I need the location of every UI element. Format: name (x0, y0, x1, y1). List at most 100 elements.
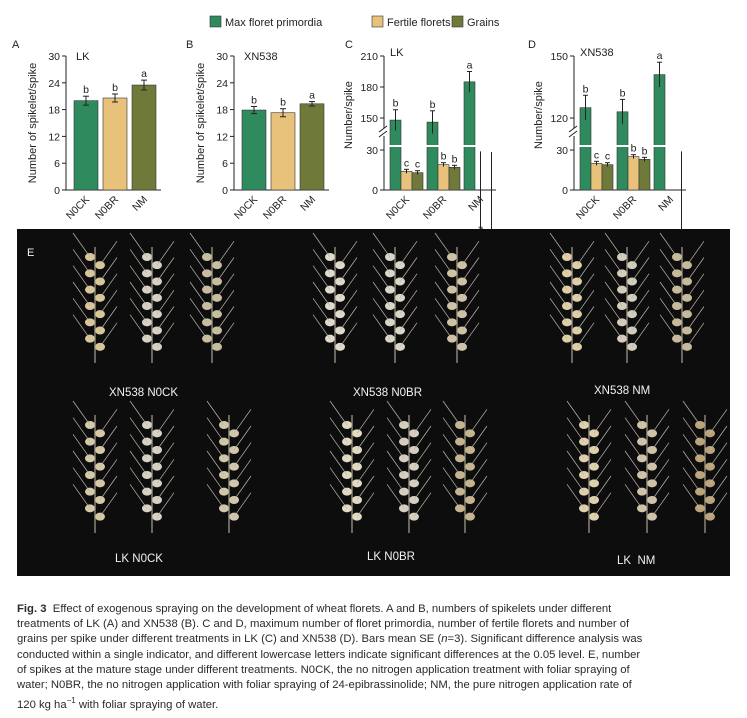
wheat-grain (672, 269, 682, 278)
wheat-awn (99, 459, 118, 484)
y-tick-label-a-3: 18 (48, 105, 60, 117)
wheat-grain (617, 269, 627, 278)
wheat-awn (659, 281, 678, 307)
y-tick-label-a-0: 0 (54, 185, 60, 197)
wheat-grain (572, 342, 582, 351)
wheat-awn (129, 434, 148, 459)
wheat-awn (709, 475, 728, 501)
wheat-awn (386, 450, 405, 476)
wheat-grain (152, 342, 162, 351)
wheat-awn (156, 257, 175, 282)
wheat-awn (576, 289, 595, 315)
wheat-grain (399, 504, 409, 513)
wheat-awn (156, 273, 175, 299)
wheat-grain (395, 342, 405, 351)
photo-label-xn538-n0br: XN538 N0BR (353, 387, 423, 399)
wheat-awn (576, 306, 595, 331)
bar-c-1-1 (437, 164, 450, 191)
caption-text-3a: grains per spike under different treatme… (17, 633, 442, 646)
wheat-awn (593, 425, 612, 451)
wheat-awn (593, 459, 612, 484)
wheat-spike-3 (312, 232, 358, 363)
wheat-awn (549, 314, 568, 339)
wheat-grain (325, 285, 335, 294)
sig-letter-c-2-2: a (489, 226, 495, 230)
wheat-awn (631, 322, 650, 348)
wheat-awn (129, 265, 148, 290)
wheat-spike-16 (624, 400, 670, 533)
wheat-grain (589, 462, 599, 471)
wheat-awn (312, 298, 331, 323)
wheat-awn (651, 459, 670, 484)
wheat-awn (99, 257, 118, 282)
wheat-awn (72, 249, 91, 274)
x-tick-label-b-0: N0CK (232, 194, 260, 222)
wheat-awn (156, 409, 175, 434)
wheat-grain (562, 285, 572, 294)
wheat-awn (129, 298, 148, 323)
axis-break-gap-c (378, 128, 390, 136)
panel-letter-c: C (345, 39, 353, 51)
wheat-grain (457, 342, 467, 351)
wheat-awn (129, 450, 148, 476)
wheat-grain (637, 437, 647, 446)
wheat-awn (329, 434, 348, 459)
wheat-spike-13 (386, 400, 432, 533)
wheat-awn (372, 232, 391, 258)
sig-letter-d-0-2: c (605, 151, 610, 163)
wheat-awn (312, 265, 331, 290)
wheat-awn (206, 400, 225, 426)
wheat-grain (202, 285, 212, 294)
sig-letter-d-2-0: a (657, 50, 663, 62)
wheat-awn (399, 306, 418, 331)
bar-b-2 (299, 103, 325, 191)
wheat-grain (409, 462, 419, 471)
sig-letter-d-0-0: b (583, 83, 589, 95)
wheat-awn (434, 298, 453, 323)
y-label-a: Number of spikelet/spike (27, 63, 39, 183)
wheat-awn (233, 475, 252, 501)
wheat-awn (99, 273, 118, 299)
wheat-awn (442, 467, 461, 492)
wheat-grain (212, 293, 222, 302)
figure-3: Max floret primordia Fertile florets Grain… (12, 15, 730, 576)
x-tick-label-c-2: NM (466, 194, 486, 214)
sig-letter-d-1-2: b (642, 145, 648, 157)
wheat-awn (312, 281, 331, 307)
wheat-awn (549, 249, 568, 274)
wheat-awn (659, 249, 678, 274)
y-tick-label-a-1: 6 (54, 158, 60, 170)
wheat-awn (576, 273, 595, 299)
wheat-awn (413, 425, 432, 451)
wheat-grain (142, 269, 152, 278)
wheat-grain (627, 293, 637, 302)
legend-swatch-2 (451, 15, 464, 28)
wheat-awn (413, 409, 432, 434)
bar-c-0-0 (389, 119, 402, 191)
wheat-awn (399, 273, 418, 299)
wheat-grain (325, 269, 335, 278)
wheat-awn (709, 425, 728, 451)
wheat-awn (72, 434, 91, 459)
y-tick-label-a-4: 24 (48, 78, 60, 90)
wheat-awn (469, 492, 488, 517)
wheat-awn (469, 459, 488, 484)
wheat-awn (686, 306, 705, 331)
legend-swatch-0 (209, 15, 222, 28)
wheat-grain (399, 437, 409, 446)
sig-letter-c-1-1: b (441, 151, 447, 163)
wheat-awn (206, 434, 225, 459)
wheat-awn (604, 281, 623, 307)
wheat-awn (442, 417, 461, 442)
caption-text-7b: with foliar spraying of water. (75, 698, 219, 711)
wheat-awn (129, 467, 148, 492)
wheat-awn (682, 484, 701, 509)
wheat-spike-photo-panel: E XN538 N0CK XN538 N0BR XN538 NM LK N0CK… (17, 229, 730, 576)
panel-letter-e: E (27, 247, 35, 259)
x-tick-label-d-1: N0BR (611, 193, 640, 222)
wheat-spike-1 (129, 232, 175, 363)
wheat-awn (604, 265, 623, 290)
bar-d-0-2 (601, 164, 614, 191)
wheat-awn (156, 306, 175, 331)
caption-text-7a: 120 kg ha (17, 698, 67, 711)
